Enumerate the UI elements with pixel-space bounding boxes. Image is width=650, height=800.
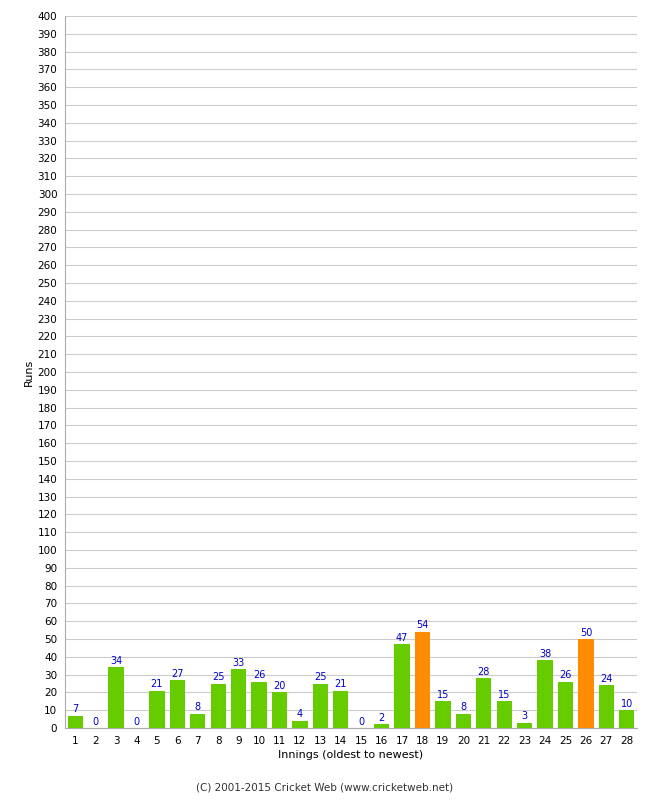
Bar: [538, 660, 552, 728]
Bar: [170, 680, 185, 728]
Text: 28: 28: [478, 666, 490, 677]
Text: 20: 20: [273, 681, 286, 691]
Text: 15: 15: [498, 690, 510, 700]
Bar: [272, 692, 287, 728]
Text: 0: 0: [133, 717, 140, 726]
Bar: [252, 682, 266, 728]
Text: 21: 21: [335, 679, 347, 689]
Bar: [497, 702, 512, 728]
Text: 8: 8: [460, 702, 467, 712]
Bar: [395, 644, 410, 728]
Bar: [619, 710, 634, 728]
Bar: [599, 686, 614, 728]
Text: 47: 47: [396, 633, 408, 643]
Bar: [415, 632, 430, 728]
Text: 27: 27: [171, 669, 183, 678]
Bar: [456, 714, 471, 728]
Text: (C) 2001-2015 Cricket Web (www.cricketweb.net): (C) 2001-2015 Cricket Web (www.cricketwe…: [196, 782, 454, 792]
Bar: [517, 722, 532, 728]
Bar: [231, 670, 246, 728]
Y-axis label: Runs: Runs: [23, 358, 33, 386]
Text: 0: 0: [358, 717, 364, 726]
Bar: [436, 702, 450, 728]
Text: 10: 10: [621, 698, 633, 709]
Bar: [313, 683, 328, 728]
Bar: [211, 683, 226, 728]
Bar: [292, 721, 307, 728]
Text: 25: 25: [314, 672, 326, 682]
Text: 2: 2: [378, 713, 385, 723]
Text: 4: 4: [297, 710, 303, 719]
Text: 24: 24: [600, 674, 612, 684]
Text: 38: 38: [539, 649, 551, 659]
Bar: [558, 682, 573, 728]
Text: 0: 0: [92, 717, 99, 726]
Text: 21: 21: [151, 679, 163, 689]
Bar: [190, 714, 205, 728]
Bar: [109, 667, 124, 728]
Text: 8: 8: [195, 702, 201, 712]
Bar: [476, 678, 491, 728]
Text: 54: 54: [416, 621, 429, 630]
Text: 50: 50: [580, 627, 592, 638]
Text: 26: 26: [253, 670, 265, 680]
Bar: [374, 725, 389, 728]
Text: 34: 34: [110, 656, 122, 666]
Text: 33: 33: [233, 658, 245, 668]
Text: 15: 15: [437, 690, 449, 700]
X-axis label: Innings (oldest to newest): Innings (oldest to newest): [278, 750, 424, 760]
Text: 3: 3: [521, 711, 528, 722]
Bar: [150, 690, 164, 728]
Bar: [68, 715, 83, 728]
Text: 25: 25: [212, 672, 224, 682]
Text: 26: 26: [559, 670, 572, 680]
Text: 7: 7: [72, 704, 79, 714]
Bar: [578, 639, 593, 728]
Bar: [333, 690, 348, 728]
